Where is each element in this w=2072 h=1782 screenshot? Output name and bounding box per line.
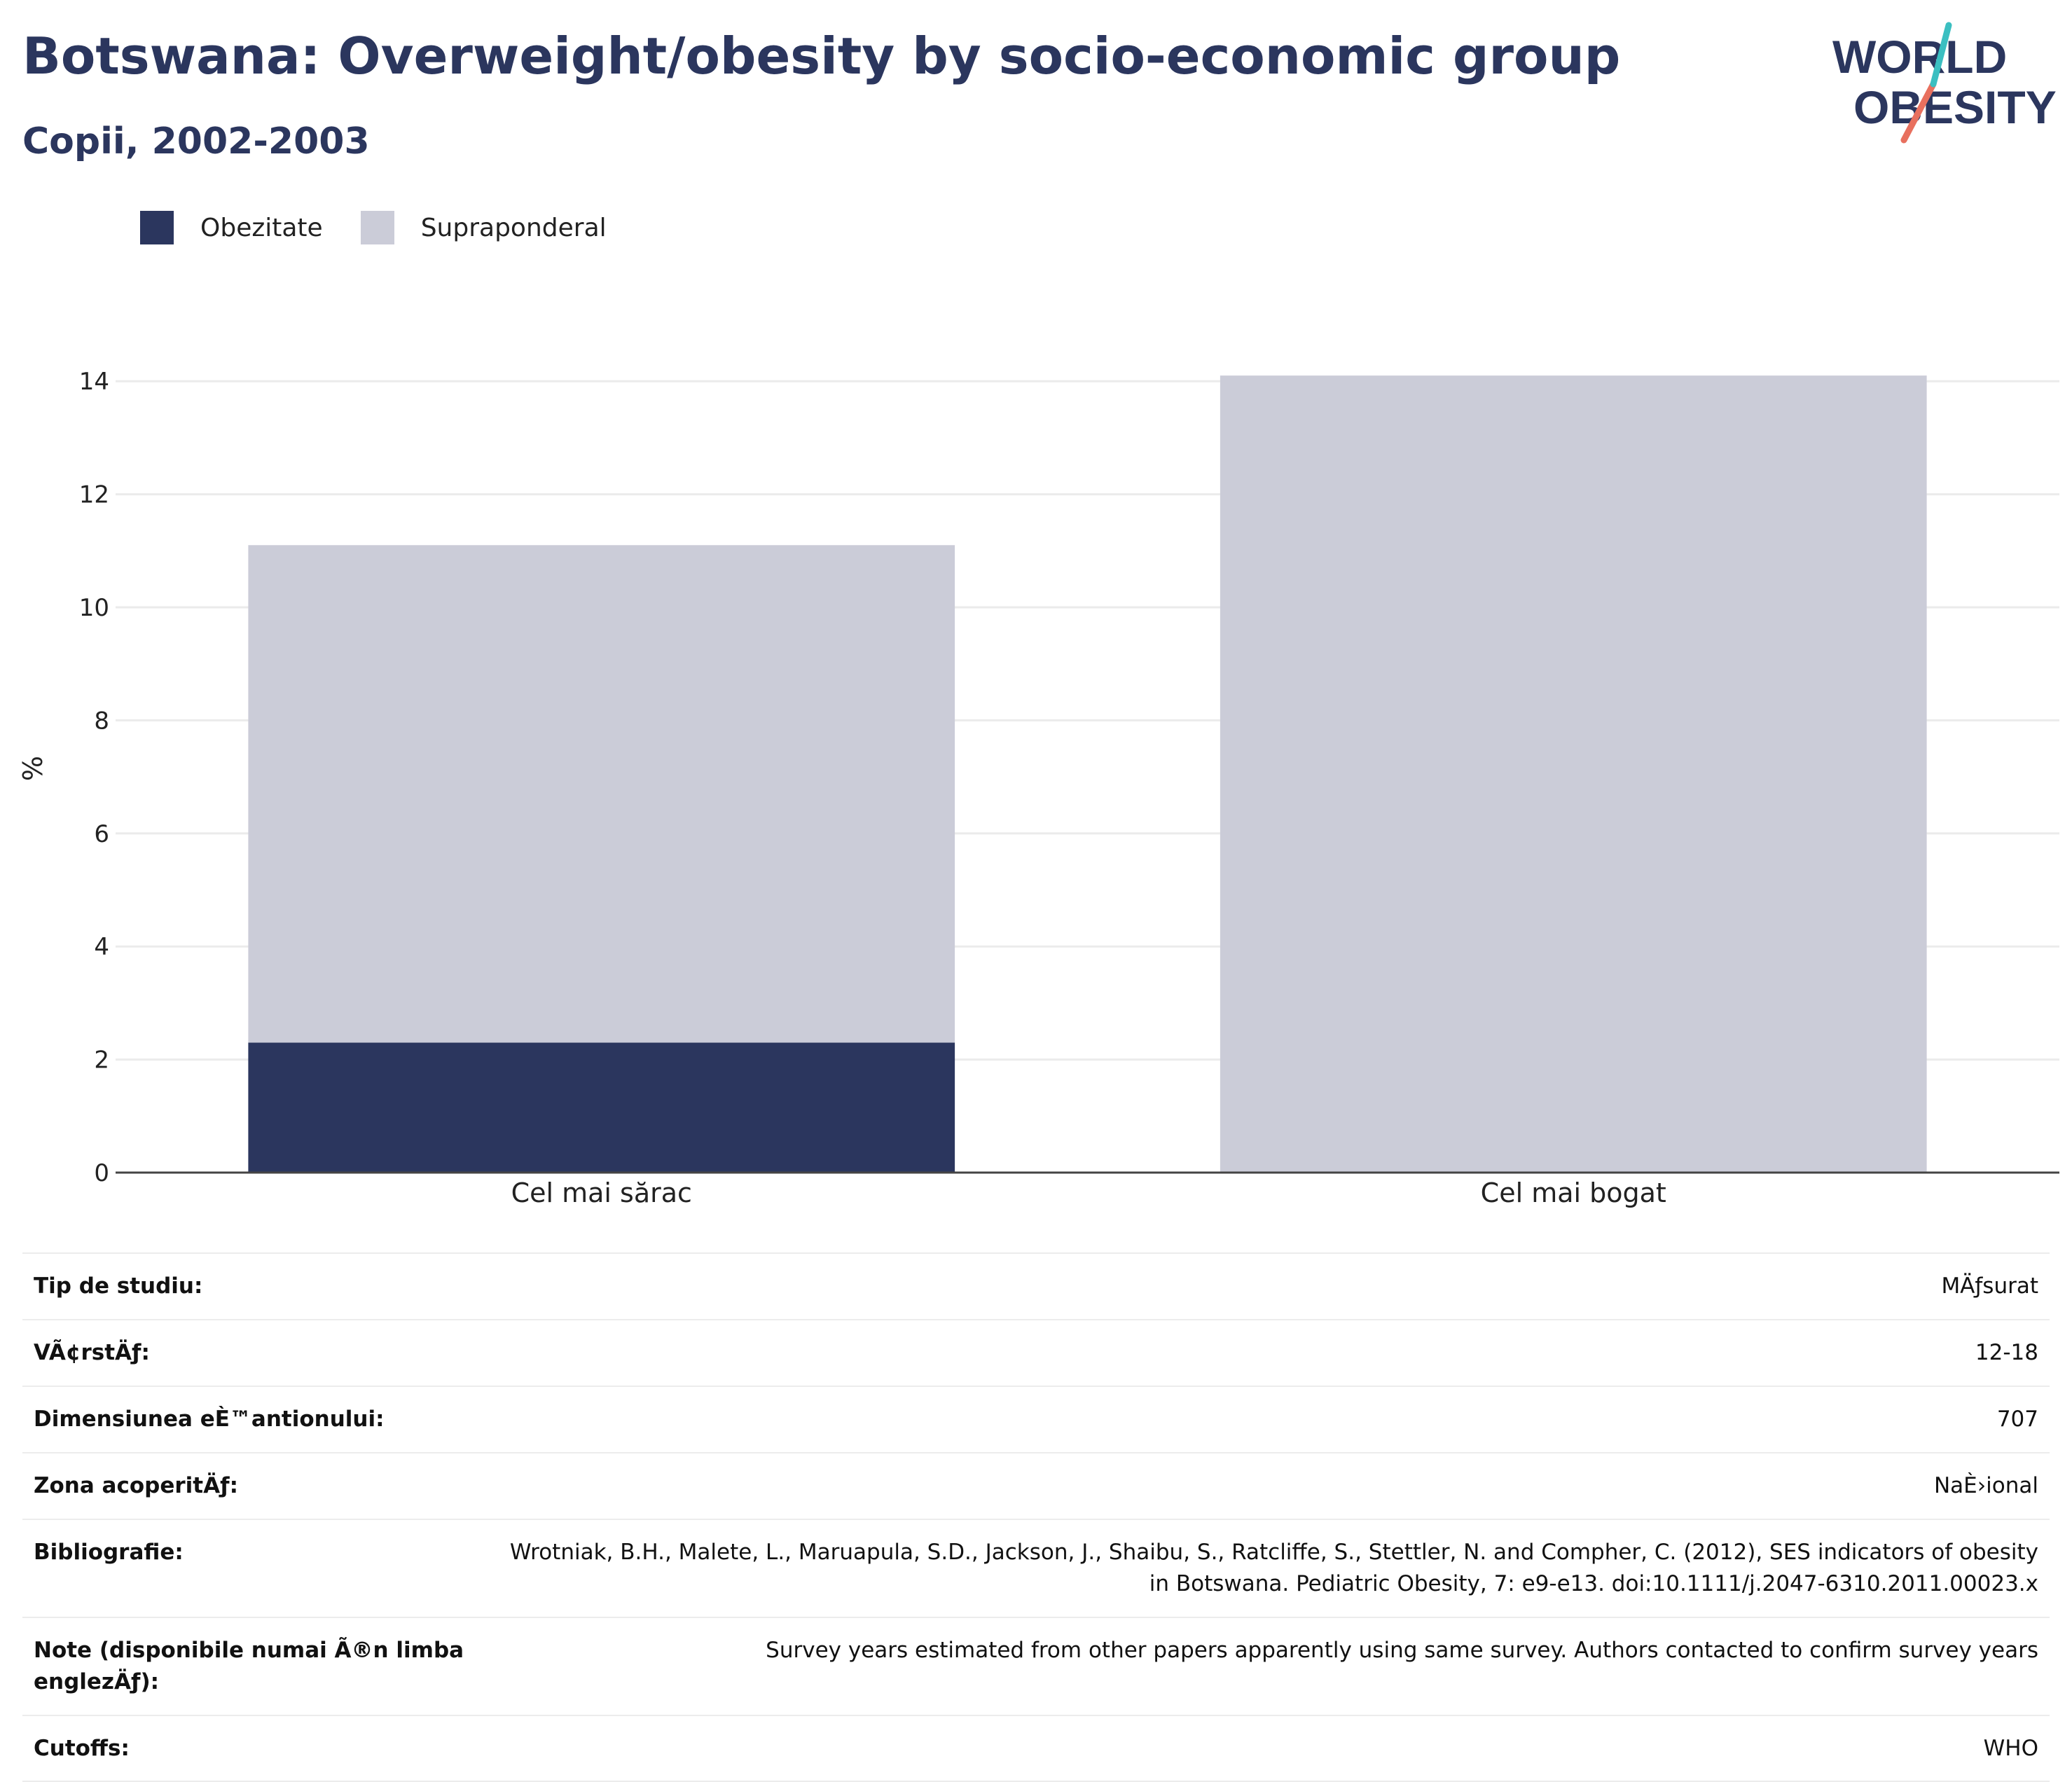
y-tick-label: 4 [94,933,109,961]
logo-slash-teal [1930,22,1952,88]
bar-obezitate [248,1042,955,1173]
row-value: 707 [1996,1406,2038,1432]
bar-supraponderal [1220,375,1927,1173]
legend-item[interactable]: Obezitate [140,211,323,244]
y-tick-label: 12 [79,481,109,509]
row-label: Tip de studiu: [34,1273,203,1299]
table-row: Zona acoperitÄƒ: NaÈ›ional [22,1452,2050,1519]
table-row: Note (disponibile numai Ã®n limba englez… [22,1617,2050,1715]
table-row: Bibliografie: Wrotniak, B.H., Malete, L.,… [22,1519,2050,1617]
y-tick-label: 6 [94,820,109,848]
logo-line-2: OBESITY [1853,81,2057,133]
row-label: Bibliografie: [34,1539,184,1565]
row-value: Wrotniak, B.H., Malete, L., Maruapula, S… [509,1539,2038,1596]
row-value: NaÈ›ional [1933,1472,2038,1498]
y-tick-label: 10 [79,594,109,622]
logo-line-1: WORLD [1832,31,2007,83]
y-axis-label: % [18,756,48,781]
legend-swatch [140,211,174,244]
table-row: Tip de studiu: MÄƒsurat [22,1253,2050,1320]
x-tick-label: Cel mai bogat [1481,1177,1666,1208]
bar-supraponderal [248,545,955,1043]
world-obesity-logo: WORLD OBESITY [1832,22,2057,144]
y-tick-label: 14 [79,368,109,396]
row-label: Cutoffs: [34,1735,130,1761]
table-row: VÃ¢rstÄƒ: 12-18 [22,1319,2050,1386]
row-value: Survey years estimated from other papers… [766,1637,2038,1663]
row-label: VÃ¢rstÄƒ: [34,1339,150,1365]
bar-chart: 0 2 4 6 8 10 12 14% Cel mai sărac Cel mai bogat [18,368,2059,1208]
row-label: Dimensiunea eÈ™antionului: [34,1406,385,1432]
legend-swatch [360,211,394,244]
chart-subtitle: Copii, 2002-2003 [22,120,370,163]
chart-legend: Obezitate Supraponderal [140,209,644,247]
legend-label: Supraponderal [420,213,607,242]
row-value: 12-18 [1975,1339,2038,1365]
chart-title: Botswana: Overweight/obesity by socio-ec… [22,27,1621,85]
row-value: MÄƒsurat [1941,1273,2038,1299]
table-row: Dimensiunea eÈ™antionului: 707 [22,1386,2050,1453]
legend-item[interactable]: Supraponderal [360,211,607,244]
table-row: Cutoffs: WHO [22,1715,2050,1782]
row-value: WHO [1983,1735,2038,1761]
row-label: Note (disponibile numai Ã®n limba englez… [34,1637,464,1694]
row-label: Zona acoperitÄƒ: [34,1472,238,1498]
legend-label: Obezitate [200,213,323,242]
study-details-table: Tip de studiu: MÄƒsurat VÃ¢rstÄƒ: 12-18 Dime… [22,1252,2050,1782]
logo-slash-coral [1900,81,1937,144]
y-tick-label: 2 [94,1047,109,1075]
y-tick-label: 8 [94,707,109,735]
y-tick-label: 0 [94,1159,109,1187]
x-tick-label: Cel mai sărac [511,1177,692,1208]
